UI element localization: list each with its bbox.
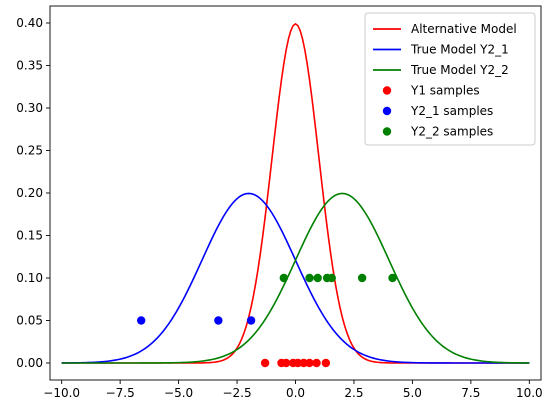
x-tick-label-1: −10.0	[43, 386, 80, 400]
point-s1-7	[305, 358, 314, 368]
legend-swatch-4	[382, 86, 392, 95]
y-tick-label-7: 0.30	[16, 101, 43, 115]
y-tick-label-5: 0.20	[16, 186, 43, 200]
point-s2-2	[214, 316, 223, 325]
legend-swatch-6	[382, 127, 392, 136]
x-tick-label-6: 2.5	[344, 386, 363, 400]
x-tick-label-3: −5.0	[164, 386, 193, 400]
y-tick-label-3: 0.10	[16, 271, 43, 285]
point-s2-1	[136, 316, 146, 325]
point-s3-3	[313, 273, 322, 283]
y-tick-label-6: 0.25	[16, 144, 43, 158]
point-s3-6	[357, 273, 367, 283]
point-s3-1	[279, 273, 289, 283]
y-tick-label-2: 0.05	[16, 314, 43, 328]
point-s3-5	[327, 273, 336, 283]
point-s1-9	[321, 358, 331, 368]
point-s3-7	[388, 273, 397, 283]
x-tick-label-7: 5.0	[403, 386, 422, 400]
legend-label-5: Y2_1 samples	[410, 104, 493, 118]
x-tick-label-2: −7.5	[106, 386, 135, 400]
point-s1-5	[293, 358, 303, 368]
curve-3	[61, 192, 530, 364]
point-s2-3	[246, 316, 256, 325]
point-s1-3	[281, 358, 291, 368]
scatter-points	[136, 273, 397, 368]
point-s1-8	[312, 358, 321, 368]
y-tick-label-1: 0.00	[16, 356, 43, 370]
x-tick-label-8: 7.5	[461, 386, 480, 400]
legend-label-2: True Model Y2_1	[410, 43, 509, 57]
legend-swatch-5	[382, 106, 392, 116]
legend-label-1: Alternative Model	[411, 22, 517, 36]
y-tick-label-4: 0.15	[16, 229, 43, 243]
x-tick-label-4: −2.5	[222, 386, 251, 400]
axes: −10.0 −7.5 −5.0 −2.5 0.0 2.5 5.0 7.5 10.0 0.00 0.0…	[16, 5, 543, 400]
legend-label-6: Y2_2 samples	[410, 125, 493, 139]
legend: Alternative Model True Model Y2_1 True Mod…	[364, 12, 536, 146]
point-s3-2	[305, 273, 314, 283]
x-tick-label-5: 0.0	[286, 386, 305, 400]
point-s1-6	[299, 358, 308, 368]
y-tick-label-8: 0.35	[16, 59, 43, 73]
point-s1-1	[260, 358, 270, 368]
curves	[61, 22, 530, 364]
y-tick-label-9: 0.40	[16, 16, 43, 30]
x-tick-label-9: 10.0	[516, 386, 543, 400]
legend-label-3: True Model Y2_2	[410, 63, 509, 77]
legend-box	[364, 12, 536, 146]
legend-label-4: Y1 samples	[410, 84, 480, 98]
